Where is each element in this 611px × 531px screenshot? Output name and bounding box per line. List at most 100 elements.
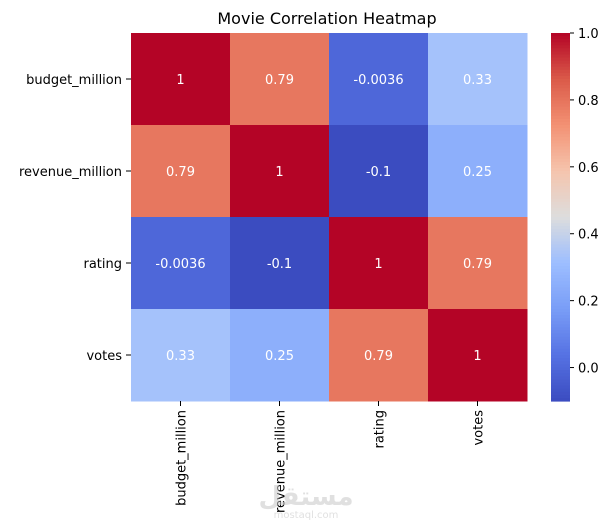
x-tick-label-budget-million: budget_million xyxy=(175,410,190,506)
colorbar-gradient-segment xyxy=(551,287,570,292)
colorbar-gradient-segment xyxy=(551,281,570,286)
colorbar-gradient-segment xyxy=(551,174,570,178)
colorbar-gradient-segment xyxy=(551,336,570,341)
colorbar-gradient-segment xyxy=(551,373,570,378)
cell-value-label: 0.79 xyxy=(463,257,492,272)
y-tick-label-budget-million: budget_million xyxy=(26,73,122,88)
colorbar-gradient-segment xyxy=(551,232,570,236)
colorbar-gradient-segment xyxy=(551,364,570,368)
colorbar-gradient-segment xyxy=(551,367,570,371)
heatmap-cell-votes-budget-million xyxy=(131,309,231,402)
colorbar-gradient-segment xyxy=(551,106,570,111)
colorbar-gradient-segment xyxy=(551,155,570,160)
colorbar-gradient-segment xyxy=(551,134,570,138)
colorbar-gradient-segment xyxy=(551,112,570,117)
colorbar-gradient-segment xyxy=(551,180,570,184)
colorbar-gradient-segment xyxy=(551,143,570,148)
colorbar-gradient-segment xyxy=(551,213,570,218)
colorbar-gradient-segment xyxy=(551,312,570,316)
colorbar-gradient-segment xyxy=(551,299,570,304)
colorbar-gradient-segment xyxy=(551,229,570,233)
colorbar-gradient-segment xyxy=(551,315,570,319)
colorbar-gradient-segment xyxy=(551,263,570,267)
cell-value-label: 0.79 xyxy=(166,165,195,180)
colorbar-gradient-segment xyxy=(551,385,570,390)
colorbar-gradient-segment xyxy=(551,33,570,37)
y-tick-label-revenue-million: revenue_million xyxy=(19,165,122,180)
colorbar-gradient-segment xyxy=(551,302,570,307)
colorbar-gradient-segment xyxy=(551,118,570,123)
colorbar-gradient-segment xyxy=(551,305,570,310)
colorbar-gradient-segment xyxy=(551,339,570,344)
colorbar-gradient-segment xyxy=(551,391,570,396)
colorbar-gradient-segment xyxy=(551,82,570,86)
colorbar-gradient-segment xyxy=(551,226,570,230)
colorbar-gradient-segment xyxy=(551,250,570,255)
colorbar-gradient-segment xyxy=(551,370,570,374)
colorbar-gradient-segment xyxy=(551,192,570,197)
x-tick-label-rating: rating xyxy=(373,410,388,449)
cell-value-label: -0.1 xyxy=(267,257,292,272)
colorbar-gradient-segment xyxy=(551,36,570,40)
colorbar-gradient-segment xyxy=(551,103,570,108)
colorbar-gradient-segment xyxy=(551,152,570,157)
colorbar-gradient-segment xyxy=(551,259,570,264)
colorbar-gradient-segment xyxy=(551,183,570,187)
colorbar-tick-label: 0.0 xyxy=(578,362,599,377)
heatmap-cell-rating-rating xyxy=(329,217,429,310)
colorbar-gradient-segment xyxy=(551,94,570,98)
heatmap-cell-rating-votes xyxy=(428,217,528,310)
colorbar-gradient-segment xyxy=(551,60,570,65)
colorbar-gradient-segment xyxy=(551,223,570,227)
colorbar-gradient-segment xyxy=(551,397,570,402)
colorbar-tick-label: 1.0 xyxy=(578,27,599,42)
colorbar-gradient-segment xyxy=(551,137,570,141)
colorbar-gradient-segment xyxy=(551,75,570,80)
colorbar-gradient-segment xyxy=(551,167,570,172)
heatmap-cell-budget-million-votes xyxy=(428,33,528,126)
cell-value-label: 0.79 xyxy=(265,73,294,88)
cell-value-label: 1 xyxy=(374,257,382,272)
colorbar-gradient-segment xyxy=(551,278,570,282)
colorbar-gradient-segment xyxy=(551,272,570,276)
colorbar-gradient-segment xyxy=(551,66,570,71)
colorbar-gradient-segment xyxy=(551,253,570,258)
colorbar-gradient-segment xyxy=(551,195,570,200)
colorbar-gradient-segment xyxy=(551,241,570,246)
colorbar-gradient-segment xyxy=(551,201,570,206)
colorbar-gradient-segment xyxy=(551,342,570,347)
colorbar-gradient-segment xyxy=(551,330,570,335)
colorbar-gradient-segment xyxy=(551,48,570,52)
colorbar-gradient-segment xyxy=(551,247,570,252)
watermark-text: mostaql.com xyxy=(274,510,339,521)
colorbar-gradient-segment xyxy=(551,379,570,384)
colorbar-gradient-segment xyxy=(551,121,570,126)
colorbar-gradient-segment xyxy=(551,39,570,43)
colorbar-gradient-segment xyxy=(551,321,570,325)
heatmap-cell-revenue-million-budget-million xyxy=(131,125,231,218)
colorbar-gradient-segment xyxy=(551,324,570,328)
colorbar-gradient-segment xyxy=(551,290,570,295)
colorbar-gradient-segment xyxy=(551,207,570,212)
colorbar-gradient-segment xyxy=(551,238,570,243)
colorbar-gradient-segment xyxy=(551,164,570,169)
colorbar-gradient-segment xyxy=(551,88,570,92)
colorbar-gradient-segment xyxy=(551,348,570,353)
colorbar-gradient-segment xyxy=(551,54,570,59)
colorbar-gradient-segment xyxy=(551,327,570,332)
colorbar-gradient-segment xyxy=(551,351,570,356)
colorbar-gradient-segment xyxy=(551,284,570,289)
colorbar-gradient-segment xyxy=(551,91,570,95)
colorbar-gradient-segment xyxy=(551,345,570,350)
colorbar-gradient-segment xyxy=(551,235,570,240)
colorbar-gradient-segment xyxy=(551,210,570,215)
colorbar-tick-label: 0.4 xyxy=(578,228,599,243)
cell-value-label: 0.79 xyxy=(364,349,393,364)
heatmap-cell-budget-million-budget-million xyxy=(131,33,231,126)
y-tick-label-votes: votes xyxy=(86,349,122,364)
cell-value-label: 1 xyxy=(275,165,283,180)
heatmap-cell-budget-million-revenue-million xyxy=(230,33,330,126)
colorbar-gradient-segment xyxy=(551,296,570,301)
colorbar-gradient-segment xyxy=(551,171,570,175)
